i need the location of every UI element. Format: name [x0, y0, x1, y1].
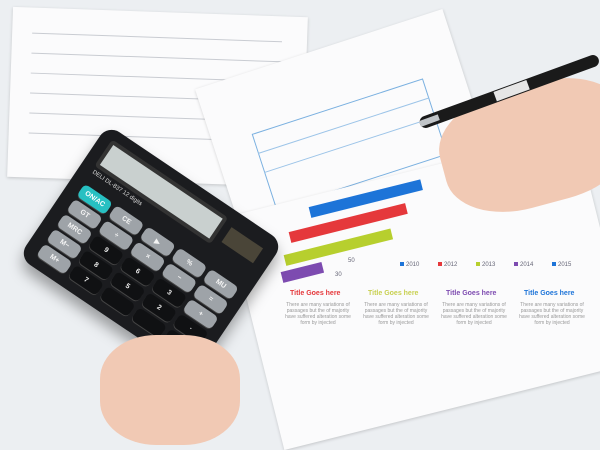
section-text: There are many variations of passages bu… [363, 302, 429, 326]
legend-label: 2013 [482, 262, 496, 268]
legend-swatch [400, 262, 404, 266]
section-text: There are many variations of passages bu… [441, 302, 507, 326]
section-title: Title Goes here [290, 290, 341, 297]
section-title: Title Goes here [524, 290, 575, 297]
legend-swatch [552, 262, 556, 266]
legend-label: 2010 [406, 262, 420, 268]
legend-label: 2014 [520, 262, 534, 268]
legend-swatch [438, 262, 442, 266]
axis-label: 30 [335, 272, 342, 278]
legend-swatch [514, 262, 518, 266]
legend-item: 2013 [476, 262, 495, 268]
legend-item: 2012 [438, 262, 457, 268]
section-text: There are many variations of passages bu… [519, 302, 585, 326]
section-text: There are many variations of passages bu… [285, 302, 351, 326]
section-title: Title Goes here [368, 290, 419, 297]
legend-label: 2012 [444, 262, 458, 268]
legend-item: 2015 [552, 262, 571, 268]
legend-label: 2015 [558, 262, 572, 268]
legend-item: 2014 [514, 262, 533, 268]
axis-label: 50 [348, 258, 355, 264]
legend-item: 2010 [400, 262, 419, 268]
hand-bottom [100, 335, 240, 445]
legend-swatch [476, 262, 480, 266]
section-title: Title Goes here [446, 290, 497, 297]
solar-panel [221, 227, 264, 264]
